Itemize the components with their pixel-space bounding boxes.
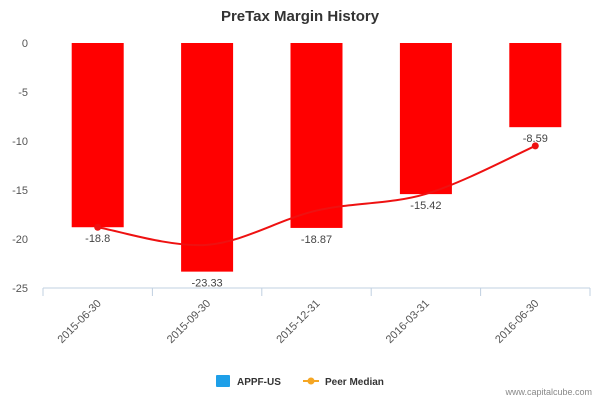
legend-swatch-appf[interactable] [216,375,230,387]
bar[interactable] [181,43,234,272]
y-tick-label: -25 [12,283,28,295]
bar[interactable] [290,43,343,228]
data-label: -15.42 [410,200,441,212]
x-axis: 2015-06-30 2015-09-30 2015-12-31 2016-03-31… [42,287,591,346]
data-labels: -18.8 -23.33 -18.87 -15.42 -8.59 [85,133,548,289]
legend-label-appf[interactable]: APPF-US [237,377,281,388]
credit-text: www.capitalcube.com [504,387,592,397]
y-tick-label: -15 [12,185,28,197]
data-label: -18.87 [301,234,332,246]
x-tick-label: 2016-06-30 [493,298,541,346]
bar[interactable] [509,43,562,128]
legend-label-peer[interactable]: Peer Median [325,377,384,388]
legend[interactable]: APPF-US Peer Median [216,375,384,388]
y-axis: 0 -5 -10 -15 -20 -25 [12,38,28,295]
bar[interactable] [71,43,124,228]
y-tick-label: -10 [12,136,28,148]
peer-median-line [97,144,536,247]
peer-median-point[interactable] [531,142,539,150]
y-tick-label: -5 [18,87,28,99]
y-tick-label: 0 [22,38,28,50]
bar-series [71,43,562,272]
bar[interactable] [399,43,452,195]
y-tick-label: -20 [12,234,28,246]
data-label: -18.8 [85,233,110,245]
chart-title: PreTax Margin History [221,8,380,25]
x-tick-label: 2015-12-31 [274,298,322,346]
x-tick-label: 2016-03-31 [384,298,432,346]
line-series [94,142,539,247]
data-label: -23.33 [191,278,222,290]
x-tick-label: 2015-09-30 [165,298,213,346]
data-label: -8.59 [523,133,548,145]
peer-median-point[interactable] [94,223,102,231]
x-tick-label: 2015-06-30 [56,298,104,346]
legend-swatch-peer-dot[interactable] [307,377,315,385]
